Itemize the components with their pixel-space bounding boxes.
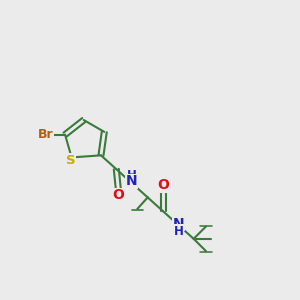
Text: Br: Br	[38, 128, 53, 141]
Text: O: O	[157, 178, 169, 192]
Text: N: N	[173, 217, 185, 230]
Text: S: S	[66, 154, 75, 167]
Text: O: O	[113, 188, 124, 202]
Text: N: N	[125, 175, 137, 188]
Text: H: H	[174, 225, 184, 238]
Text: H: H	[127, 169, 137, 182]
